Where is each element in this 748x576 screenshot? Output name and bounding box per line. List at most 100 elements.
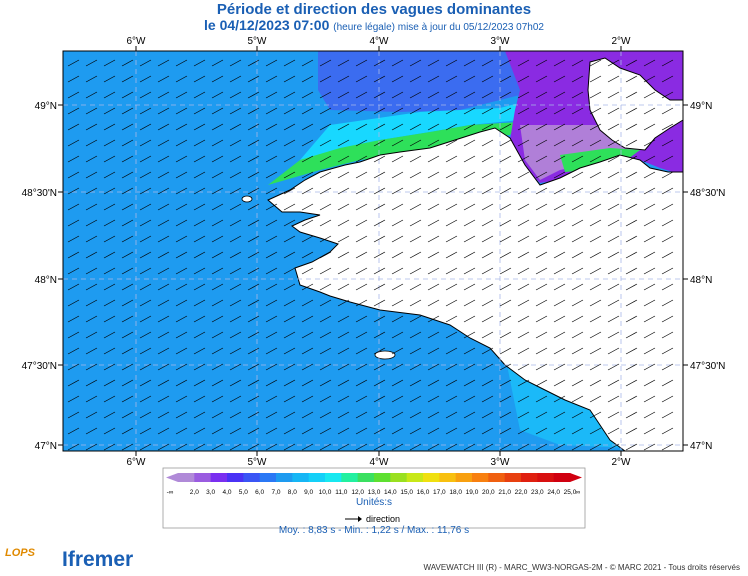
direction-arrow <box>193 363 206 371</box>
direction-arrow <box>409 443 422 451</box>
direction-arrow <box>301 331 314 339</box>
direction-arrow <box>373 347 386 355</box>
direction-arrow <box>139 363 152 371</box>
direction-arrow <box>193 347 206 355</box>
lon-label: 3°W <box>491 457 511 468</box>
direction-arrow <box>391 347 404 355</box>
direction-arrow <box>121 251 134 259</box>
direction-arrow <box>247 171 260 179</box>
direction-arrow <box>283 427 296 435</box>
direction-arrow <box>661 363 674 371</box>
direction-arrow <box>193 75 206 83</box>
direction-arrow <box>427 443 440 451</box>
legend-color-cell <box>259 473 277 482</box>
legend-tick-label: 4,0 <box>222 489 231 496</box>
direction-arrow <box>499 171 512 179</box>
direction-arrow <box>661 251 674 259</box>
direction-arrow <box>337 203 350 211</box>
direction-arrow <box>175 251 188 259</box>
direction-arrow <box>355 299 368 307</box>
direction-arrow <box>499 219 512 227</box>
direction-arrow <box>337 299 350 307</box>
direction-arrow <box>283 123 296 131</box>
direction-arrow <box>535 187 548 195</box>
direction-arrow <box>427 91 440 99</box>
direction-arrow <box>247 283 260 291</box>
direction-arrow <box>229 91 242 99</box>
direction-arrow <box>373 251 386 259</box>
direction-arrow <box>409 315 422 323</box>
direction-arrow <box>175 395 188 403</box>
map-title: Période et direction des vagues dominant… <box>216 1 532 18</box>
direction-arrow <box>625 107 638 115</box>
direction-arrow <box>175 59 188 67</box>
direction-arrow <box>247 235 260 243</box>
direction-arrow <box>211 219 224 227</box>
direction-arrow <box>625 283 638 291</box>
direction-arrow <box>283 107 296 115</box>
direction-arrow <box>409 187 422 195</box>
direction-arrow <box>139 187 152 195</box>
direction-arrow <box>139 395 152 403</box>
direction-arrow <box>391 59 404 67</box>
direction-arrow <box>481 267 494 275</box>
direction-arrow <box>481 363 494 371</box>
direction-arrow <box>499 139 512 147</box>
direction-arrow <box>625 251 638 259</box>
direction-arrow <box>283 75 296 83</box>
direction-arrow <box>373 315 386 323</box>
direction-arrow <box>517 443 530 451</box>
legend-color-cell <box>194 473 212 482</box>
direction-arrow <box>643 283 656 291</box>
lat-label: 47°N <box>690 441 712 452</box>
direction-arrow <box>67 203 80 211</box>
direction-arrow <box>553 123 566 131</box>
direction-arrow <box>499 91 512 99</box>
direction-arrow <box>463 91 476 99</box>
direction-arrow <box>427 315 440 323</box>
direction-arrow <box>445 59 458 67</box>
direction-arrows <box>67 59 674 451</box>
direction-arrow <box>445 379 458 387</box>
lat-label: 47°30'N <box>22 361 57 372</box>
direction-arrow <box>427 411 440 419</box>
direction-arrow <box>247 219 260 227</box>
direction-arrow <box>247 443 260 451</box>
direction-arrow <box>427 155 440 163</box>
direction-arrow <box>607 91 620 99</box>
legend-color-cell <box>357 473 375 482</box>
direction-arrow <box>607 139 620 147</box>
direction-arrow <box>301 187 314 195</box>
direction-arrow <box>589 363 602 371</box>
lon-label: 5°W <box>248 457 268 468</box>
direction-arrow <box>229 331 242 339</box>
legend-color-cell <box>553 473 571 482</box>
direction-arrow <box>103 267 116 275</box>
direction-arrow <box>391 187 404 195</box>
direction-arrow <box>643 427 656 435</box>
direction-arrow <box>481 283 494 291</box>
direction-arrow <box>283 299 296 307</box>
direction-arrow <box>625 299 638 307</box>
direction-arrow <box>445 171 458 179</box>
direction-arrow <box>265 107 278 115</box>
lon-label: 2°W <box>612 457 632 468</box>
legend-tick-label: 7,0 <box>271 489 280 496</box>
direction-arrow <box>517 315 530 323</box>
direction-arrow <box>211 347 224 355</box>
direction-arrow <box>553 379 566 387</box>
direction-arrow <box>175 107 188 115</box>
direction-arrow <box>481 59 494 67</box>
direction-arrow <box>319 267 332 275</box>
direction-arrow <box>157 123 170 131</box>
direction-arrow <box>157 91 170 99</box>
direction-arrow <box>427 379 440 387</box>
direction-arrow <box>625 235 638 243</box>
direction-arrow <box>355 331 368 339</box>
direction-arrow <box>247 347 260 355</box>
direction-arrow <box>535 299 548 307</box>
direction-arrow <box>103 251 116 259</box>
direction-arrow <box>319 427 332 435</box>
direction-arrow <box>499 187 512 195</box>
direction-arrow <box>301 251 314 259</box>
